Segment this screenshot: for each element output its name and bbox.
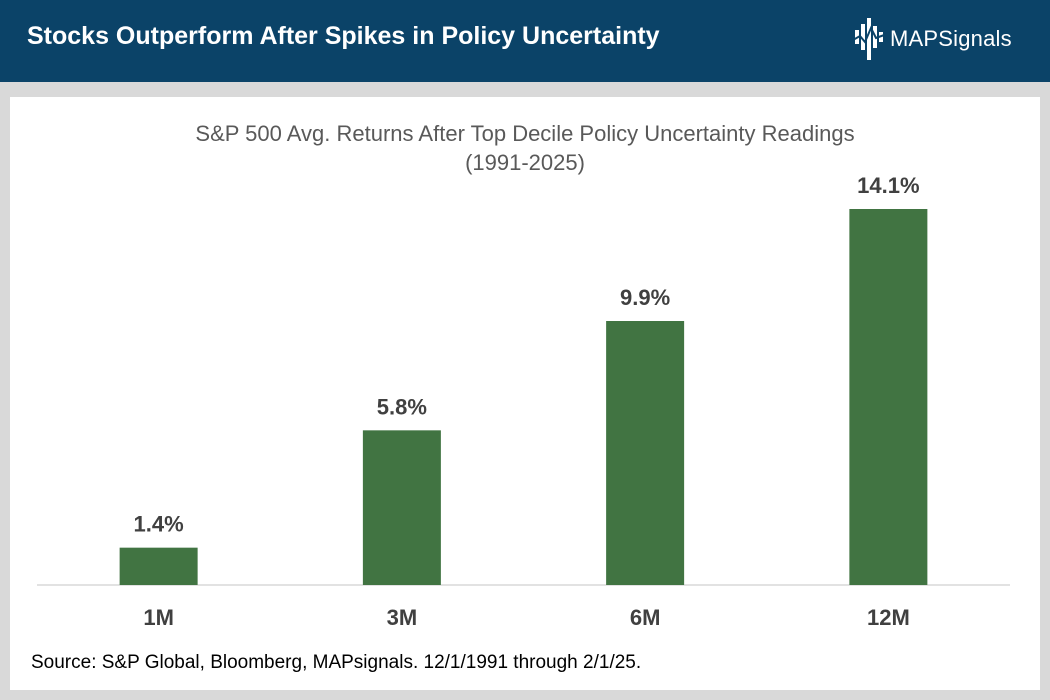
page-title: Stocks Outperform After Spikes in Policy… (27, 22, 660, 50)
bars-group: 1.4% 1M 5.8% 3M 9.9% 6M 14.1% 12M (119, 173, 928, 630)
chart-subtitle: (1991-2025) (465, 150, 585, 175)
data-label-12m: 14.1% (857, 173, 919, 198)
bar-6m (606, 321, 685, 585)
data-label-1m: 1.4% (134, 512, 184, 537)
x-tick-label-3m: 3M (387, 605, 418, 630)
bar-chart: S&P 500 Avg. Returns After Top Decile Po… (37, 121, 1010, 630)
data-label-3m: 5.8% (377, 394, 427, 419)
x-tick-label-1m: 1M (143, 605, 174, 630)
data-label-6m: 9.9% (620, 285, 670, 310)
chart-panel: S&P 500 Avg. Returns After Top Decile Po… (10, 97, 1040, 690)
x-tick-label-12m: 12M (867, 605, 910, 630)
logo-wordmark: MAPSignals (890, 26, 1012, 51)
bar-1m (119, 547, 198, 585)
bar-3m (362, 430, 441, 585)
chart-title: S&P 500 Avg. Returns After Top Decile Po… (195, 121, 854, 146)
source-note: Source: S&P Global, Bloomberg, MAPsignal… (31, 652, 642, 673)
bar-12m (849, 209, 928, 585)
brand-logo: MAPSignals (853, 18, 1033, 60)
x-tick-label-6m: 6M (630, 605, 661, 630)
mapsignals-logo-icon (853, 18, 887, 60)
header-bar: Stocks Outperform After Spikes in Policy… (0, 0, 1050, 82)
